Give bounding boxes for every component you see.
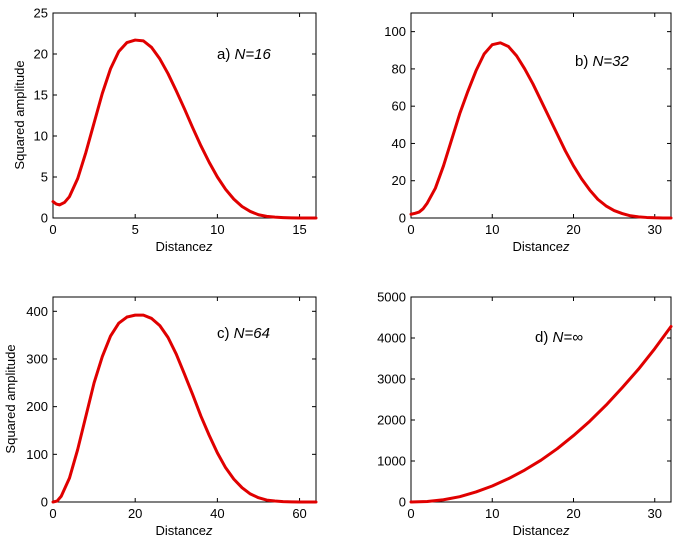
data-curves bbox=[51, 313, 318, 504]
x-axis-ticks: 0 5 10 15 bbox=[49, 13, 307, 237]
data-curves bbox=[409, 41, 673, 220]
y-tick-label: 300 bbox=[26, 351, 48, 366]
y-tick-label: 100 bbox=[26, 447, 48, 462]
x-tick-label: 20 bbox=[128, 506, 142, 521]
panel-label-n: N=64 bbox=[234, 325, 270, 342]
panel-label-prefix: d) bbox=[535, 329, 553, 346]
x-axis-ticks: 0 10 20 30 bbox=[407, 297, 662, 521]
x-tick-label: 20 bbox=[566, 506, 580, 521]
y-tick-label: 3000 bbox=[377, 372, 406, 387]
x-tick-label: 10 bbox=[210, 222, 224, 237]
x-tick-label: 10 bbox=[485, 222, 499, 237]
y-tick-label: 4000 bbox=[377, 331, 406, 346]
x-axis-label: Distancez bbox=[155, 239, 213, 254]
x-tick-label: 30 bbox=[648, 506, 662, 521]
y-tick-label: 15 bbox=[34, 88, 48, 103]
y-tick-label: 1000 bbox=[377, 454, 406, 469]
y-tick-label: 10 bbox=[34, 129, 48, 144]
x-axis-label-text: Distance bbox=[155, 239, 206, 254]
panel-a: 0 5 10 15 0 5 10 15 20 25 a) N=16 Distancez Squa… bbox=[12, 6, 318, 254]
y-tick-label: 20 bbox=[392, 173, 406, 188]
x-axis-label: Distancez bbox=[512, 239, 570, 254]
data-curves bbox=[51, 38, 318, 220]
x-tick-label: 15 bbox=[292, 222, 306, 237]
panel-b: 0 10 20 30 0 20 40 60 80 100 b) N=32 Distancez bbox=[384, 12, 673, 254]
y-tick-label: 400 bbox=[26, 304, 48, 319]
y-tick-label: 100 bbox=[384, 24, 406, 39]
x-tick-label: 0 bbox=[407, 506, 414, 521]
x-tick-label: 0 bbox=[407, 222, 414, 237]
panel-label: d) N=∞ bbox=[535, 329, 583, 346]
x-tick-label: 40 bbox=[210, 506, 224, 521]
x-axis-ticks: 0 10 20 30 bbox=[407, 13, 662, 237]
x-axis-label-var: z bbox=[205, 523, 213, 538]
y-tick-label: 60 bbox=[392, 99, 406, 114]
x-axis-label: Distancez bbox=[512, 523, 570, 538]
y-tick-label: 0 bbox=[399, 211, 406, 226]
x-axis-label-var: z bbox=[205, 239, 213, 254]
x-axis-label-text: Distance bbox=[512, 239, 563, 254]
data-curves bbox=[409, 325, 673, 504]
series-line bbox=[409, 41, 673, 220]
panel-d: 0 10 20 30 0 1000 2000 3000 4000 5000 d) N=∞ Dis… bbox=[377, 290, 673, 538]
y-axis-ticks: 0 5 10 15 20 25 bbox=[34, 6, 316, 226]
y-tick-label: 40 bbox=[392, 136, 406, 151]
panel-label: b) N=32 bbox=[575, 53, 629, 70]
y-axis-label: Squared amplitude bbox=[12, 60, 27, 169]
panel-label-prefix: c) bbox=[217, 325, 234, 342]
plot-frame bbox=[410, 12, 672, 219]
panel-label-n: N=32 bbox=[593, 53, 630, 70]
plot-frame bbox=[52, 296, 317, 503]
series-line bbox=[51, 313, 318, 504]
y-tick-label: 5 bbox=[41, 170, 48, 185]
panel-label-prefix: b) bbox=[575, 53, 593, 70]
y-tick-label: 0 bbox=[399, 495, 406, 510]
x-tick-label: 0 bbox=[49, 506, 56, 521]
x-axis-label-var: z bbox=[562, 239, 570, 254]
plot-frame bbox=[52, 12, 317, 219]
panel-label-n: N=16 bbox=[235, 46, 272, 63]
y-tick-label: 0 bbox=[41, 495, 48, 510]
x-tick-label: 10 bbox=[485, 506, 499, 521]
plot-frame bbox=[410, 296, 672, 503]
x-tick-label: 60 bbox=[292, 506, 306, 521]
x-axis-label-text: Distance bbox=[155, 523, 206, 538]
y-axis-ticks: 0 1000 2000 3000 4000 5000 bbox=[377, 290, 671, 510]
panel-label-prefix: a) bbox=[217, 46, 235, 63]
x-axis-label: Distancez bbox=[155, 523, 213, 538]
y-tick-label: 0 bbox=[41, 211, 48, 226]
y-tick-label: 5000 bbox=[377, 290, 406, 305]
y-tick-label: 2000 bbox=[377, 413, 406, 428]
x-tick-label: 20 bbox=[566, 222, 580, 237]
y-tick-label: 25 bbox=[34, 6, 48, 21]
panel-label: c) N=64 bbox=[217, 325, 270, 342]
panel-label: a) N=16 bbox=[217, 46, 271, 63]
y-axis-label: Squared amplitude bbox=[3, 344, 18, 453]
series-line bbox=[51, 38, 318, 220]
x-axis-label-text: Distance bbox=[512, 523, 563, 538]
x-tick-label: 0 bbox=[49, 222, 56, 237]
panel-label-n: N=∞ bbox=[553, 329, 584, 346]
y-axis-ticks: 0 20 40 60 80 100 bbox=[384, 24, 671, 226]
y-tick-label: 80 bbox=[392, 61, 406, 76]
x-tick-label: 30 bbox=[648, 222, 662, 237]
y-tick-label: 200 bbox=[26, 399, 48, 414]
x-axis-ticks: 0 20 40 60 bbox=[49, 297, 307, 521]
x-axis-label-var: z bbox=[562, 523, 570, 538]
series-line bbox=[409, 325, 673, 504]
y-tick-label: 20 bbox=[34, 47, 48, 62]
x-tick-label: 5 bbox=[132, 222, 139, 237]
y-axis-ticks: 0 100 200 300 400 bbox=[26, 304, 316, 510]
